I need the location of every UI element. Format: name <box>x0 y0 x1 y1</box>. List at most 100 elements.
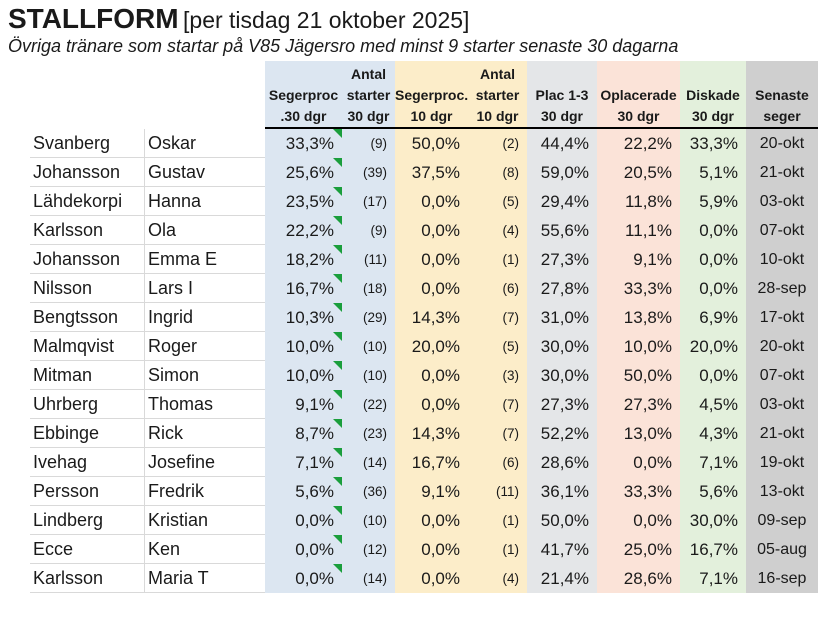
cell-antal-starter-30dgr[interactable]: (17) <box>342 187 395 216</box>
column-header-segerproc-30dgr[interactable]: Segerproc .30 dgr <box>265 61 342 129</box>
cell-segerproc-10dgr[interactable]: 0,0% <box>395 506 468 535</box>
cell-firstname[interactable]: Simon <box>145 361 265 390</box>
cell-segerproc-10dgr[interactable]: 14,3% <box>395 419 468 448</box>
cell-segerproc-30dgr[interactable]: 0,0% <box>265 506 342 535</box>
cell-diskade-30dgr[interactable]: 5,6% <box>680 477 746 506</box>
cell-oplacerade-30dgr[interactable]: 11,8% <box>597 187 680 216</box>
cell-senaste-seger[interactable]: 05-aug <box>746 535 818 564</box>
cell-diskade-30dgr[interactable]: 0,0% <box>680 245 746 274</box>
cell-segerproc-10dgr[interactable]: 9,1% <box>395 477 468 506</box>
cell-senaste-seger[interactable]: 07-okt <box>746 361 818 390</box>
cell-antal-starter-10dgr[interactable]: (1) <box>468 535 527 564</box>
cell-oplacerade-30dgr[interactable]: 28,6% <box>597 564 680 593</box>
cell-antal-starter-10dgr[interactable]: (7) <box>468 390 527 419</box>
cell-firstname[interactable]: Josefine <box>145 448 265 477</box>
cell-diskade-30dgr[interactable]: 16,7% <box>680 535 746 564</box>
cell-diskade-30dgr[interactable]: 4,5% <box>680 390 746 419</box>
cell-antal-starter-30dgr[interactable]: (10) <box>342 506 395 535</box>
cell-diskade-30dgr[interactable]: 7,1% <box>680 448 746 477</box>
cell-plac-1-3-30dgr[interactable]: 30,0% <box>527 361 597 390</box>
cell-segerproc-30dgr[interactable]: 8,7% <box>265 419 342 448</box>
cell-firstname[interactable]: Kristian <box>145 506 265 535</box>
cell-firstname[interactable]: Ola <box>145 216 265 245</box>
cell-diskade-30dgr[interactable]: 6,9% <box>680 303 746 332</box>
cell-oplacerade-30dgr[interactable]: 13,0% <box>597 419 680 448</box>
cell-oplacerade-30dgr[interactable]: 20,5% <box>597 158 680 187</box>
cell-lastname[interactable]: Johansson <box>30 158 145 187</box>
cell-plac-1-3-30dgr[interactable]: 30,0% <box>527 332 597 361</box>
cell-antal-starter-30dgr[interactable]: (39) <box>342 158 395 187</box>
cell-firstname[interactable]: Ingrid <box>145 303 265 332</box>
cell-segerproc-30dgr[interactable]: 10,3% <box>265 303 342 332</box>
cell-lastname[interactable]: Karlsson <box>30 564 145 593</box>
cell-antal-starter-10dgr[interactable]: (1) <box>468 506 527 535</box>
cell-antal-starter-10dgr[interactable]: (3) <box>468 361 527 390</box>
cell-segerproc-30dgr[interactable]: 0,0% <box>265 564 342 593</box>
cell-diskade-30dgr[interactable]: 0,0% <box>680 361 746 390</box>
cell-oplacerade-30dgr[interactable]: 9,1% <box>597 245 680 274</box>
cell-senaste-seger[interactable]: 21-okt <box>746 158 818 187</box>
cell-lastname[interactable]: Lindberg <box>30 506 145 535</box>
cell-segerproc-30dgr[interactable]: 25,6% <box>265 158 342 187</box>
cell-segerproc-10dgr[interactable]: 0,0% <box>395 274 468 303</box>
cell-oplacerade-30dgr[interactable]: 0,0% <box>597 448 680 477</box>
cell-senaste-seger[interactable]: 09-sep <box>746 506 818 535</box>
cell-antal-starter-10dgr[interactable]: (2) <box>468 129 527 158</box>
cell-lastname[interactable]: Persson <box>30 477 145 506</box>
cell-firstname[interactable]: Roger <box>145 332 265 361</box>
column-header-diskade-30dgr[interactable]: Diskade 30 dgr <box>680 61 746 129</box>
cell-diskade-30dgr[interactable]: 5,9% <box>680 187 746 216</box>
cell-oplacerade-30dgr[interactable]: 33,3% <box>597 477 680 506</box>
cell-antal-starter-30dgr[interactable]: (10) <box>342 332 395 361</box>
cell-segerproc-30dgr[interactable]: 10,0% <box>265 332 342 361</box>
cell-senaste-seger[interactable]: 19-okt <box>746 448 818 477</box>
cell-antal-starter-30dgr[interactable]: (14) <box>342 448 395 477</box>
cell-diskade-30dgr[interactable]: 0,0% <box>680 216 746 245</box>
cell-firstname[interactable]: Oskar <box>145 129 265 158</box>
cell-antal-starter-30dgr[interactable]: (22) <box>342 390 395 419</box>
cell-antal-starter-30dgr[interactable]: (11) <box>342 245 395 274</box>
cell-antal-starter-10dgr[interactable]: (4) <box>468 564 527 593</box>
cell-plac-1-3-30dgr[interactable]: 50,0% <box>527 506 597 535</box>
cell-antal-starter-30dgr[interactable]: (9) <box>342 216 395 245</box>
cell-firstname[interactable]: Hanna <box>145 187 265 216</box>
cell-antal-starter-30dgr[interactable]: (14) <box>342 564 395 593</box>
cell-diskade-30dgr[interactable]: 4,3% <box>680 419 746 448</box>
cell-antal-starter-30dgr[interactable]: (9) <box>342 129 395 158</box>
cell-antal-starter-30dgr[interactable]: (29) <box>342 303 395 332</box>
cell-oplacerade-30dgr[interactable]: 0,0% <box>597 506 680 535</box>
cell-segerproc-30dgr[interactable]: 22,2% <box>265 216 342 245</box>
cell-antal-starter-10dgr[interactable]: (1) <box>468 245 527 274</box>
cell-plac-1-3-30dgr[interactable]: 55,6% <box>527 216 597 245</box>
column-header-antal-starter-10dgr[interactable]: Antal starter 10 dgr <box>468 61 527 129</box>
cell-lastname[interactable]: Ecce <box>30 535 145 564</box>
cell-diskade-30dgr[interactable]: 30,0% <box>680 506 746 535</box>
cell-segerproc-10dgr[interactable]: 0,0% <box>395 564 468 593</box>
cell-lastname[interactable]: Johansson <box>30 245 145 274</box>
cell-lastname[interactable]: Lähdekorpi <box>30 187 145 216</box>
cell-antal-starter-10dgr[interactable]: (6) <box>468 274 527 303</box>
cell-oplacerade-30dgr[interactable]: 11,1% <box>597 216 680 245</box>
cell-diskade-30dgr[interactable]: 7,1% <box>680 564 746 593</box>
cell-plac-1-3-30dgr[interactable]: 59,0% <box>527 158 597 187</box>
cell-senaste-seger[interactable]: 21-okt <box>746 419 818 448</box>
cell-lastname[interactable]: Mitman <box>30 361 145 390</box>
cell-plac-1-3-30dgr[interactable]: 44,4% <box>527 129 597 158</box>
cell-senaste-seger[interactable]: 03-okt <box>746 390 818 419</box>
cell-segerproc-10dgr[interactable]: 14,3% <box>395 303 468 332</box>
cell-antal-starter-30dgr[interactable]: (12) <box>342 535 395 564</box>
cell-segerproc-10dgr[interactable]: 37,5% <box>395 158 468 187</box>
cell-lastname[interactable]: Uhrberg <box>30 390 145 419</box>
cell-senaste-seger[interactable]: 10-okt <box>746 245 818 274</box>
cell-antal-starter-10dgr[interactable]: (7) <box>468 303 527 332</box>
cell-oplacerade-30dgr[interactable]: 27,3% <box>597 390 680 419</box>
cell-segerproc-30dgr[interactable]: 18,2% <box>265 245 342 274</box>
cell-lastname[interactable]: Ebbinge <box>30 419 145 448</box>
cell-oplacerade-30dgr[interactable]: 10,0% <box>597 332 680 361</box>
cell-oplacerade-30dgr[interactable]: 50,0% <box>597 361 680 390</box>
column-header-plac-1-3-30dgr[interactable]: Plac 1-3 30 dgr <box>527 61 597 129</box>
cell-firstname[interactable]: Maria T <box>145 564 265 593</box>
cell-segerproc-30dgr[interactable]: 33,3% <box>265 129 342 158</box>
cell-senaste-seger[interactable]: 07-okt <box>746 216 818 245</box>
cell-antal-starter-10dgr[interactable]: (8) <box>468 158 527 187</box>
